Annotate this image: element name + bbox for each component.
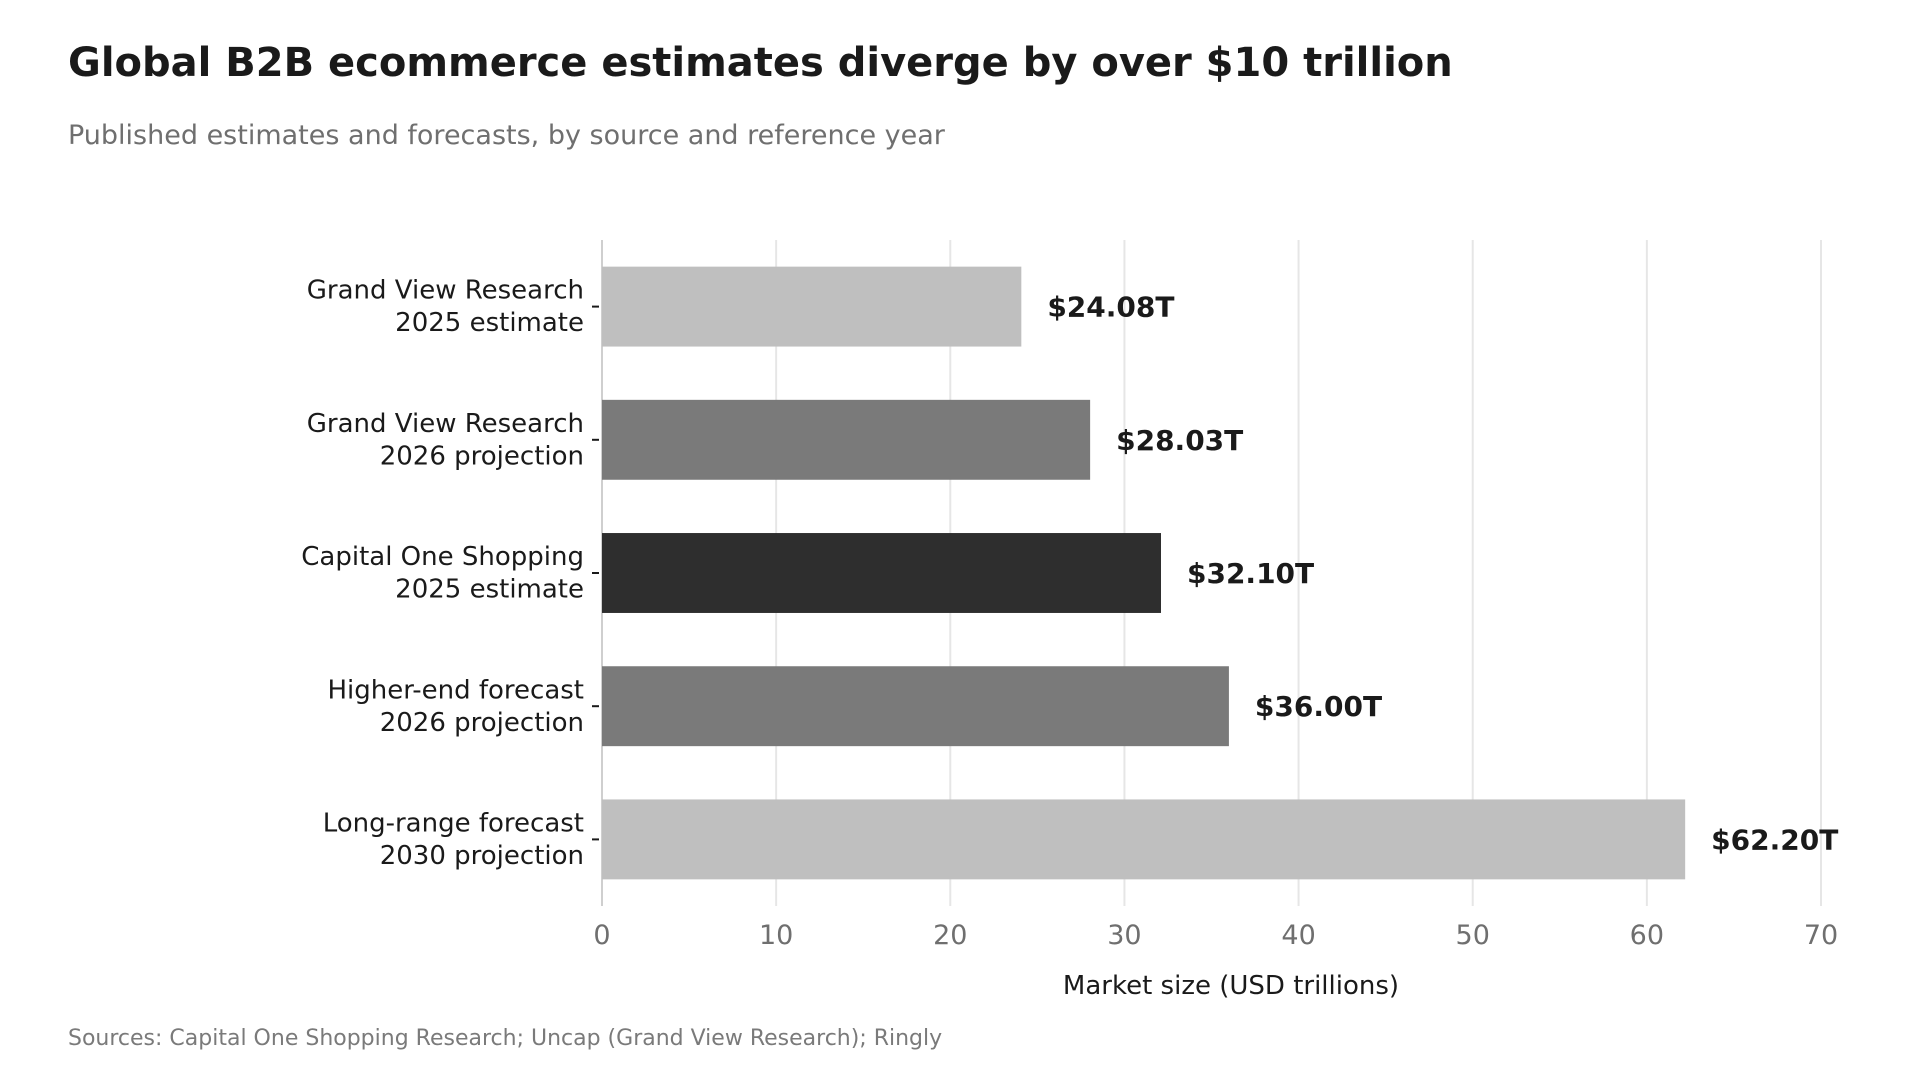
category-label-4: Higher-end forecast 2026 projection — [327, 675, 584, 738]
x-axis-title: Market size (USD trillions) — [1063, 971, 1399, 1001]
bars — [602, 266, 1686, 880]
value-label-1: $24.08T — [1047, 291, 1174, 324]
category-label-2: Grand View Research 2026 projection — [307, 409, 584, 472]
x-tick-label-60: 60 — [1630, 920, 1664, 951]
chart-title: Global B2B ecommerce estimates diverge b… — [68, 40, 1453, 86]
x-tick-label-20: 20 — [933, 920, 967, 951]
value-label-5: $62.20T — [1711, 823, 1838, 856]
bar-1 — [602, 266, 1022, 347]
source-note: Sources: Capital One Shopping Research; … — [68, 1026, 943, 1051]
bar-2 — [602, 399, 1091, 480]
category-label-1: Grand View Research 2025 estimate — [307, 276, 584, 339]
category-label-5: Long-range forecast 2030 projection — [323, 809, 584, 872]
x-tick-label-50: 50 — [1456, 920, 1490, 951]
bar-3 — [602, 533, 1161, 613]
chart-subtitle: Published estimates and forecasts, by so… — [68, 120, 945, 151]
value-label-2: $28.03T — [1116, 424, 1243, 457]
x-tick-label-10: 10 — [759, 920, 793, 951]
bar-4 — [602, 666, 1229, 747]
value-label-3: $32.10T — [1187, 557, 1314, 590]
x-tick-label-30: 30 — [1107, 920, 1141, 951]
bar-5 — [602, 799, 1686, 880]
x-tick-label-0: 0 — [593, 920, 610, 951]
category-label-3: Capital One Shopping 2025 estimate — [301, 542, 584, 605]
x-tick-label-40: 40 — [1281, 920, 1315, 951]
value-label-4: $36.00T — [1255, 690, 1382, 723]
labels: 0 10 20 30 40 50 60 70 Grand View Research 2025 e… — [301, 276, 1838, 951]
x-tick-label-70: 70 — [1804, 920, 1838, 951]
